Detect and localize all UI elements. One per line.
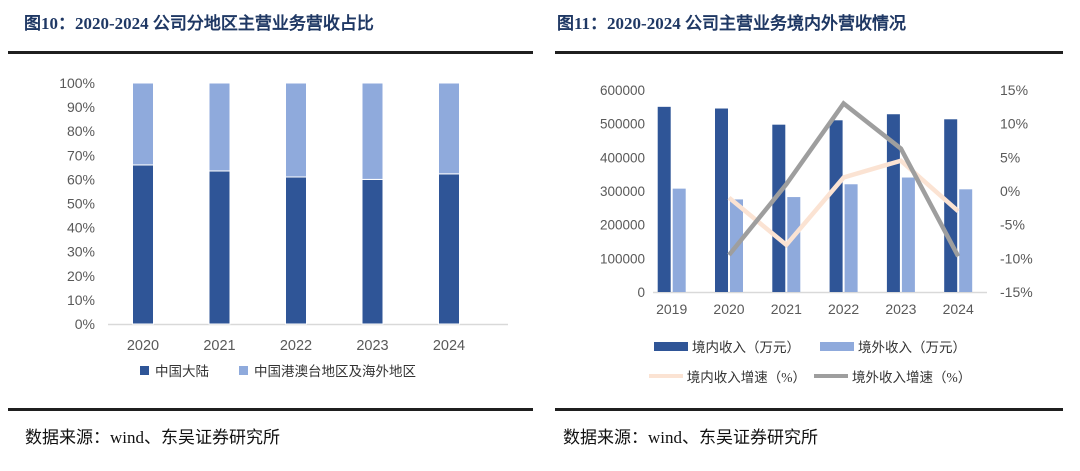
- bar-domestic: [657, 106, 671, 292]
- bar-segment-top: [132, 82, 154, 166]
- bar-segment-top: [285, 82, 307, 178]
- bar-domestic: [886, 114, 900, 293]
- stacked-bars: [132, 82, 460, 325]
- bar-overseas: [901, 177, 915, 292]
- figure-10-panel: 图10：2020-2024 公司分地区主营业务营收占比 0% 10% 20% 30% 4…: [8, 0, 533, 471]
- y-tick-label: 30%: [67, 244, 95, 260]
- bar-segment-bottom: [438, 173, 460, 325]
- legend-item-mainland: 中国大陆: [140, 360, 209, 380]
- y-tick-label: 50%: [67, 196, 95, 212]
- bar-domestic: [829, 120, 843, 292]
- bar-segment-bottom: [208, 170, 231, 325]
- bar-overseas: [672, 188, 686, 292]
- legend-label: 中国港澳台地区及海外地区: [254, 364, 416, 379]
- left-tick-label: 500000: [600, 117, 645, 132]
- x-category-label: 2023: [356, 338, 388, 354]
- legend-label: 境内收入增速（%）: [686, 370, 806, 385]
- y-tick-label: 20%: [67, 268, 95, 284]
- right-tick-label: -10%: [1000, 250, 1033, 266]
- left-tick-label: 400000: [600, 150, 645, 165]
- domestic-growth-line-icon: [648, 374, 683, 378]
- stacked-bar-chart: 0% 10% 20% 30% 40% 50% 60% 70% 80% 90% 100% 2020 202…: [59, 75, 508, 354]
- bar-domestic: [715, 108, 728, 292]
- bar-segment-top: [208, 82, 231, 172]
- left-tick-label: 100000: [600, 251, 645, 266]
- bar-segment-bottom: [285, 176, 307, 325]
- x-category-label: 2021: [203, 338, 235, 354]
- figure-11-title-rule: [555, 51, 1063, 54]
- y-tick-label: 90%: [67, 99, 95, 115]
- right-tick-label: 0%: [1000, 183, 1020, 199]
- y-tick-label: 80%: [67, 123, 95, 139]
- figure-10-legend: 中国大陆 中国港澳台地区及海外地区: [88, 360, 468, 380]
- mainland-swatch-icon: [140, 365, 149, 375]
- y-tick-label: 0%: [75, 316, 95, 332]
- legend-label: 境内收入（万元）: [692, 340, 800, 355]
- bar-overseas: [844, 184, 858, 292]
- right-axis-tick-labels: -15% -10% -5% 0% 5% 10% 15%: [1000, 82, 1033, 300]
- bar-overseas: [787, 197, 801, 292]
- legend-item-overseas-regions: 中国港澳台地区及海外地区: [239, 360, 416, 380]
- figure-11-data-source: 数据来源：wind、东吴证券研究所: [563, 428, 818, 447]
- x-category-label: 2019: [656, 301, 687, 317]
- y-tick-label: 10%: [67, 292, 95, 308]
- overseas-growth-line: [727, 100, 961, 258]
- y-tick-label: 70%: [67, 147, 95, 163]
- overseas-growth-line-icon: [814, 374, 848, 378]
- y-axis-tick-labels: 0% 10% 20% 30% 40% 50% 60% 70% 80% 90% 100%: [59, 75, 95, 332]
- bar-segment-bottom: [361, 178, 384, 325]
- right-tick-label: 10%: [1000, 116, 1028, 132]
- grouped-bars: [657, 106, 973, 293]
- figure-11-legend-row-bars: 境内收入（万元） 境外收入（万元）: [615, 336, 1005, 356]
- x-category-label: 2021: [771, 301, 802, 317]
- left-tick-label: 0: [637, 285, 645, 300]
- y-tick-label: 100%: [59, 75, 95, 91]
- x-category-label: 2024: [433, 338, 465, 354]
- right-tick-label: 5%: [1000, 149, 1020, 165]
- left-tick-label: 200000: [600, 218, 645, 233]
- legend-item-overseas-revenue: 境外收入（万元）: [820, 336, 966, 356]
- bar-domestic: [772, 124, 786, 292]
- figure-10-bottom-rule: [8, 408, 533, 411]
- figure-10-title: 图10：2020-2024 公司分地区主营业务营收占比: [24, 14, 374, 33]
- legend-item-overseas-growth: 境外收入增速（%）: [814, 366, 971, 386]
- legend-label: 中国大陆: [155, 364, 209, 379]
- overseas-swatch-icon: [239, 365, 248, 375]
- bar-overseas: [959, 189, 973, 292]
- domestic-revenue-swatch-icon: [654, 341, 688, 351]
- y-tick-label: 40%: [67, 220, 95, 236]
- right-tick-label: -15%: [1000, 284, 1033, 300]
- left-tick-label: 600000: [600, 83, 645, 98]
- combo-bar-line-chart: 0 100000 200000 300000 400000 500000 600000 -15…: [600, 82, 1033, 317]
- overseas-revenue-swatch-icon: [820, 341, 854, 351]
- bar-segment-top: [438, 82, 460, 175]
- left-axis-tick-labels: 0 100000 200000 300000 400000 500000 600000: [600, 83, 645, 300]
- left-tick-label: 300000: [600, 184, 645, 199]
- figure-11-title: 图11：2020-2024 公司主营业务境内外营收情况: [557, 14, 906, 33]
- figure-11-panel: 图11：2020-2024 公司主营业务境内外营收情况 0 100000 20000…: [555, 0, 1063, 471]
- x-category-label: 2022: [280, 338, 312, 354]
- bar-segment-bottom: [132, 164, 154, 325]
- x-category-label: 2024: [943, 301, 974, 317]
- legend-item-domestic-growth: 境内收入增速（%）: [648, 366, 806, 386]
- bar-segment-top: [361, 82, 384, 180]
- legend-label: 境外收入（万元）: [858, 340, 966, 355]
- x-category-label: 2020: [127, 338, 159, 354]
- domestic-growth-line: [727, 158, 960, 249]
- figure-10-data-source: 数据来源：wind、东吴证券研究所: [25, 428, 280, 447]
- x-category-label: 2022: [828, 301, 859, 317]
- x-category-label: 2023: [885, 301, 916, 317]
- figure-11-bottom-rule: [555, 408, 1063, 411]
- legend-label: 境外收入增速（%）: [852, 370, 972, 385]
- right-tick-label: 15%: [1000, 82, 1028, 98]
- right-tick-label: -5%: [1000, 217, 1025, 233]
- y-tick-label: 60%: [67, 171, 95, 187]
- figure-11-legend-row-lines: 境内收入增速（%） 境外收入增速（%）: [615, 366, 1005, 386]
- x-category-label: 2020: [713, 301, 744, 317]
- figure-10-title-rule: [8, 51, 533, 54]
- legend-item-domestic-revenue: 境内收入（万元）: [654, 336, 800, 356]
